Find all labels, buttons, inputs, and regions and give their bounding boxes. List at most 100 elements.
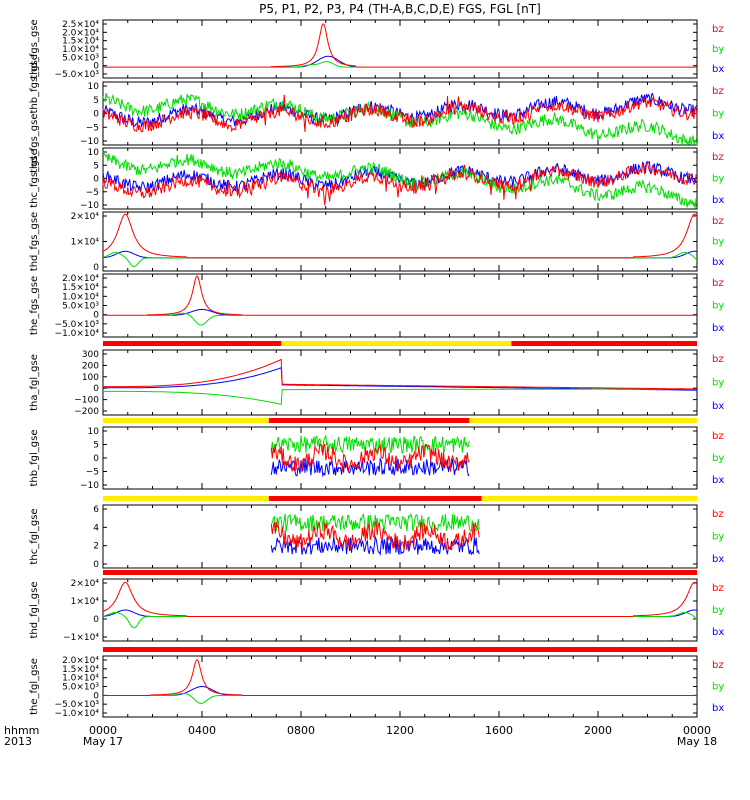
y-tick-label: −1×10⁴ (63, 633, 99, 643)
series-line-bx (270, 535, 480, 556)
y-tick-label: 10 (88, 427, 100, 437)
series-line-bx (102, 92, 698, 129)
y-axis-label: thd_fgs_gse (29, 212, 40, 271)
legend-by: by (712, 453, 724, 464)
panel-5: 2.0×10⁴1.5×10⁴1.0×10⁴5.0×10³0−5.0×10³−1.… (29, 273, 724, 339)
y-tick-label: 4 (93, 523, 99, 533)
series-line-bx (270, 457, 470, 478)
y-tick-label: 300 (82, 350, 99, 360)
panel-frame (102, 273, 698, 338)
panel-frame (102, 655, 698, 718)
figure-title: P5, P1, P2, P3, P4 (TH-A,B,C,D,E) FGS, F… (259, 2, 541, 16)
status-bar-segment (103, 570, 697, 575)
series-line-by (147, 312, 242, 326)
y-tick-label: 10 (88, 82, 100, 92)
y-tick-label: 2.0×10⁴ (62, 274, 99, 284)
y-tick-label: 1.0×10⁴ (62, 292, 99, 302)
y-tick-label: 0 (93, 62, 99, 72)
y-tick-label: 2.5×10⁴ (62, 20, 99, 30)
legend-bx: bx (712, 401, 724, 412)
series-line-by (102, 251, 698, 268)
legend-bz: bz (712, 24, 724, 35)
legend-bx: bx (712, 323, 724, 334)
y-tick-label: 0 (93, 615, 99, 625)
y-tick-label: 10 (88, 148, 100, 158)
y-tick-label: 0 (93, 110, 99, 120)
y-tick-label: −200 (74, 407, 99, 417)
y-tick-label: 1.5×10⁴ (62, 37, 99, 47)
y-axis-label: thd_fgs_gsethb_fgs_gse (29, 54, 40, 173)
y-tick-label: 0 (93, 384, 99, 394)
legend-bz: bz (712, 216, 724, 227)
x-tick-label: 0800 (287, 724, 315, 737)
legend-bz: bz (712, 86, 724, 97)
status-bar-segment (481, 496, 697, 501)
y-tick-label: −1.0×10⁴ (55, 709, 100, 719)
panel-4: 2×10⁴ 1×10⁴ 0 thd_fgs_gse bz by bx (29, 211, 724, 273)
y-tick-label: −10 (80, 481, 99, 491)
legend-by: by (712, 109, 724, 120)
series-line-bx (102, 609, 698, 617)
y-tick-label: 5 (93, 96, 99, 106)
legend-bz: bz (712, 278, 724, 289)
y-tick-label: 2.0×10⁴ (62, 28, 99, 38)
y-tick-label: 1×10⁴ (71, 597, 100, 607)
y-tick-label: −10 (80, 201, 99, 211)
y-tick-label: 5.0×10³ (62, 302, 99, 312)
series-line-bz (103, 358, 697, 390)
series-line-bz (102, 160, 698, 206)
y-tick-label: 100 (82, 373, 99, 383)
y-axis-label: thc_fgl_gse (29, 508, 40, 564)
legend-bx: bx (712, 627, 724, 638)
y-axis-label: thc_fgs_gse (29, 149, 40, 208)
status-bar-segment (103, 341, 282, 346)
status-bar-segment (511, 341, 697, 346)
legend-bz: bz (712, 354, 724, 365)
series-line-bz (102, 94, 698, 133)
series-line-bz (103, 658, 697, 696)
x-tick-label: 1200 (386, 724, 414, 737)
series-line-by (103, 388, 697, 406)
series-line-by (102, 92, 698, 147)
series-line-bz (103, 23, 697, 68)
y-tick-label: 1.0×10⁴ (62, 45, 99, 55)
series-line-by (150, 693, 242, 704)
y-tick-label: −5.0×10³ (55, 70, 100, 80)
series-line-bz (102, 213, 698, 259)
y-tick-label: 1×10⁴ (71, 238, 100, 248)
status-bar-segment (268, 496, 482, 501)
legend-by: by (712, 682, 724, 693)
legend-bx: bx (712, 703, 724, 714)
y-tick-label: −100 (74, 396, 99, 406)
x-tick-label: 0400 (188, 724, 216, 737)
panel-3: 10 5 0 −5 −10 thc_fgs_gse bz by bx (29, 147, 724, 211)
x-tick-label: 2000 (584, 724, 612, 737)
panel-frame (102, 211, 698, 272)
panel-8: 6 4 2 0 thc_fgl_gse bz by bx (29, 496, 724, 570)
y-axis-label: thd_fgs_gse (29, 19, 40, 78)
legend-by: by (712, 378, 724, 389)
y-tick-label: 2×10⁴ (71, 579, 100, 589)
legend-bx: bx (712, 195, 724, 206)
y-tick-label: 5.0×10³ (62, 683, 99, 693)
y-tick-label: 1.0×10⁴ (62, 674, 99, 684)
legend-by: by (712, 44, 724, 55)
y-tick-label: −5.0×10³ (55, 320, 100, 330)
series-line-bz (102, 581, 698, 617)
panel-frame (102, 349, 698, 416)
panel-frame (102, 426, 698, 490)
status-bar-segment (281, 341, 512, 346)
x-tick-label: 1600 (485, 724, 513, 737)
y-tick-label: 5.0×10³ (62, 53, 99, 63)
y-tick-label: 0 (93, 263, 99, 273)
legend-by: by (712, 532, 724, 543)
status-bar-segment (103, 418, 269, 423)
x-tick-label: 0000 (683, 724, 711, 737)
y-axis-label: tha_fgl_gse (29, 354, 40, 411)
legend-bz: bz (712, 660, 724, 671)
legend-by: by (712, 237, 724, 248)
status-bar-segment (103, 647, 697, 652)
panel-1: 2.5×10⁴2.0×10⁴1.5×10⁴1.0×10⁴5.0×10³0−5.0… (29, 19, 724, 80)
